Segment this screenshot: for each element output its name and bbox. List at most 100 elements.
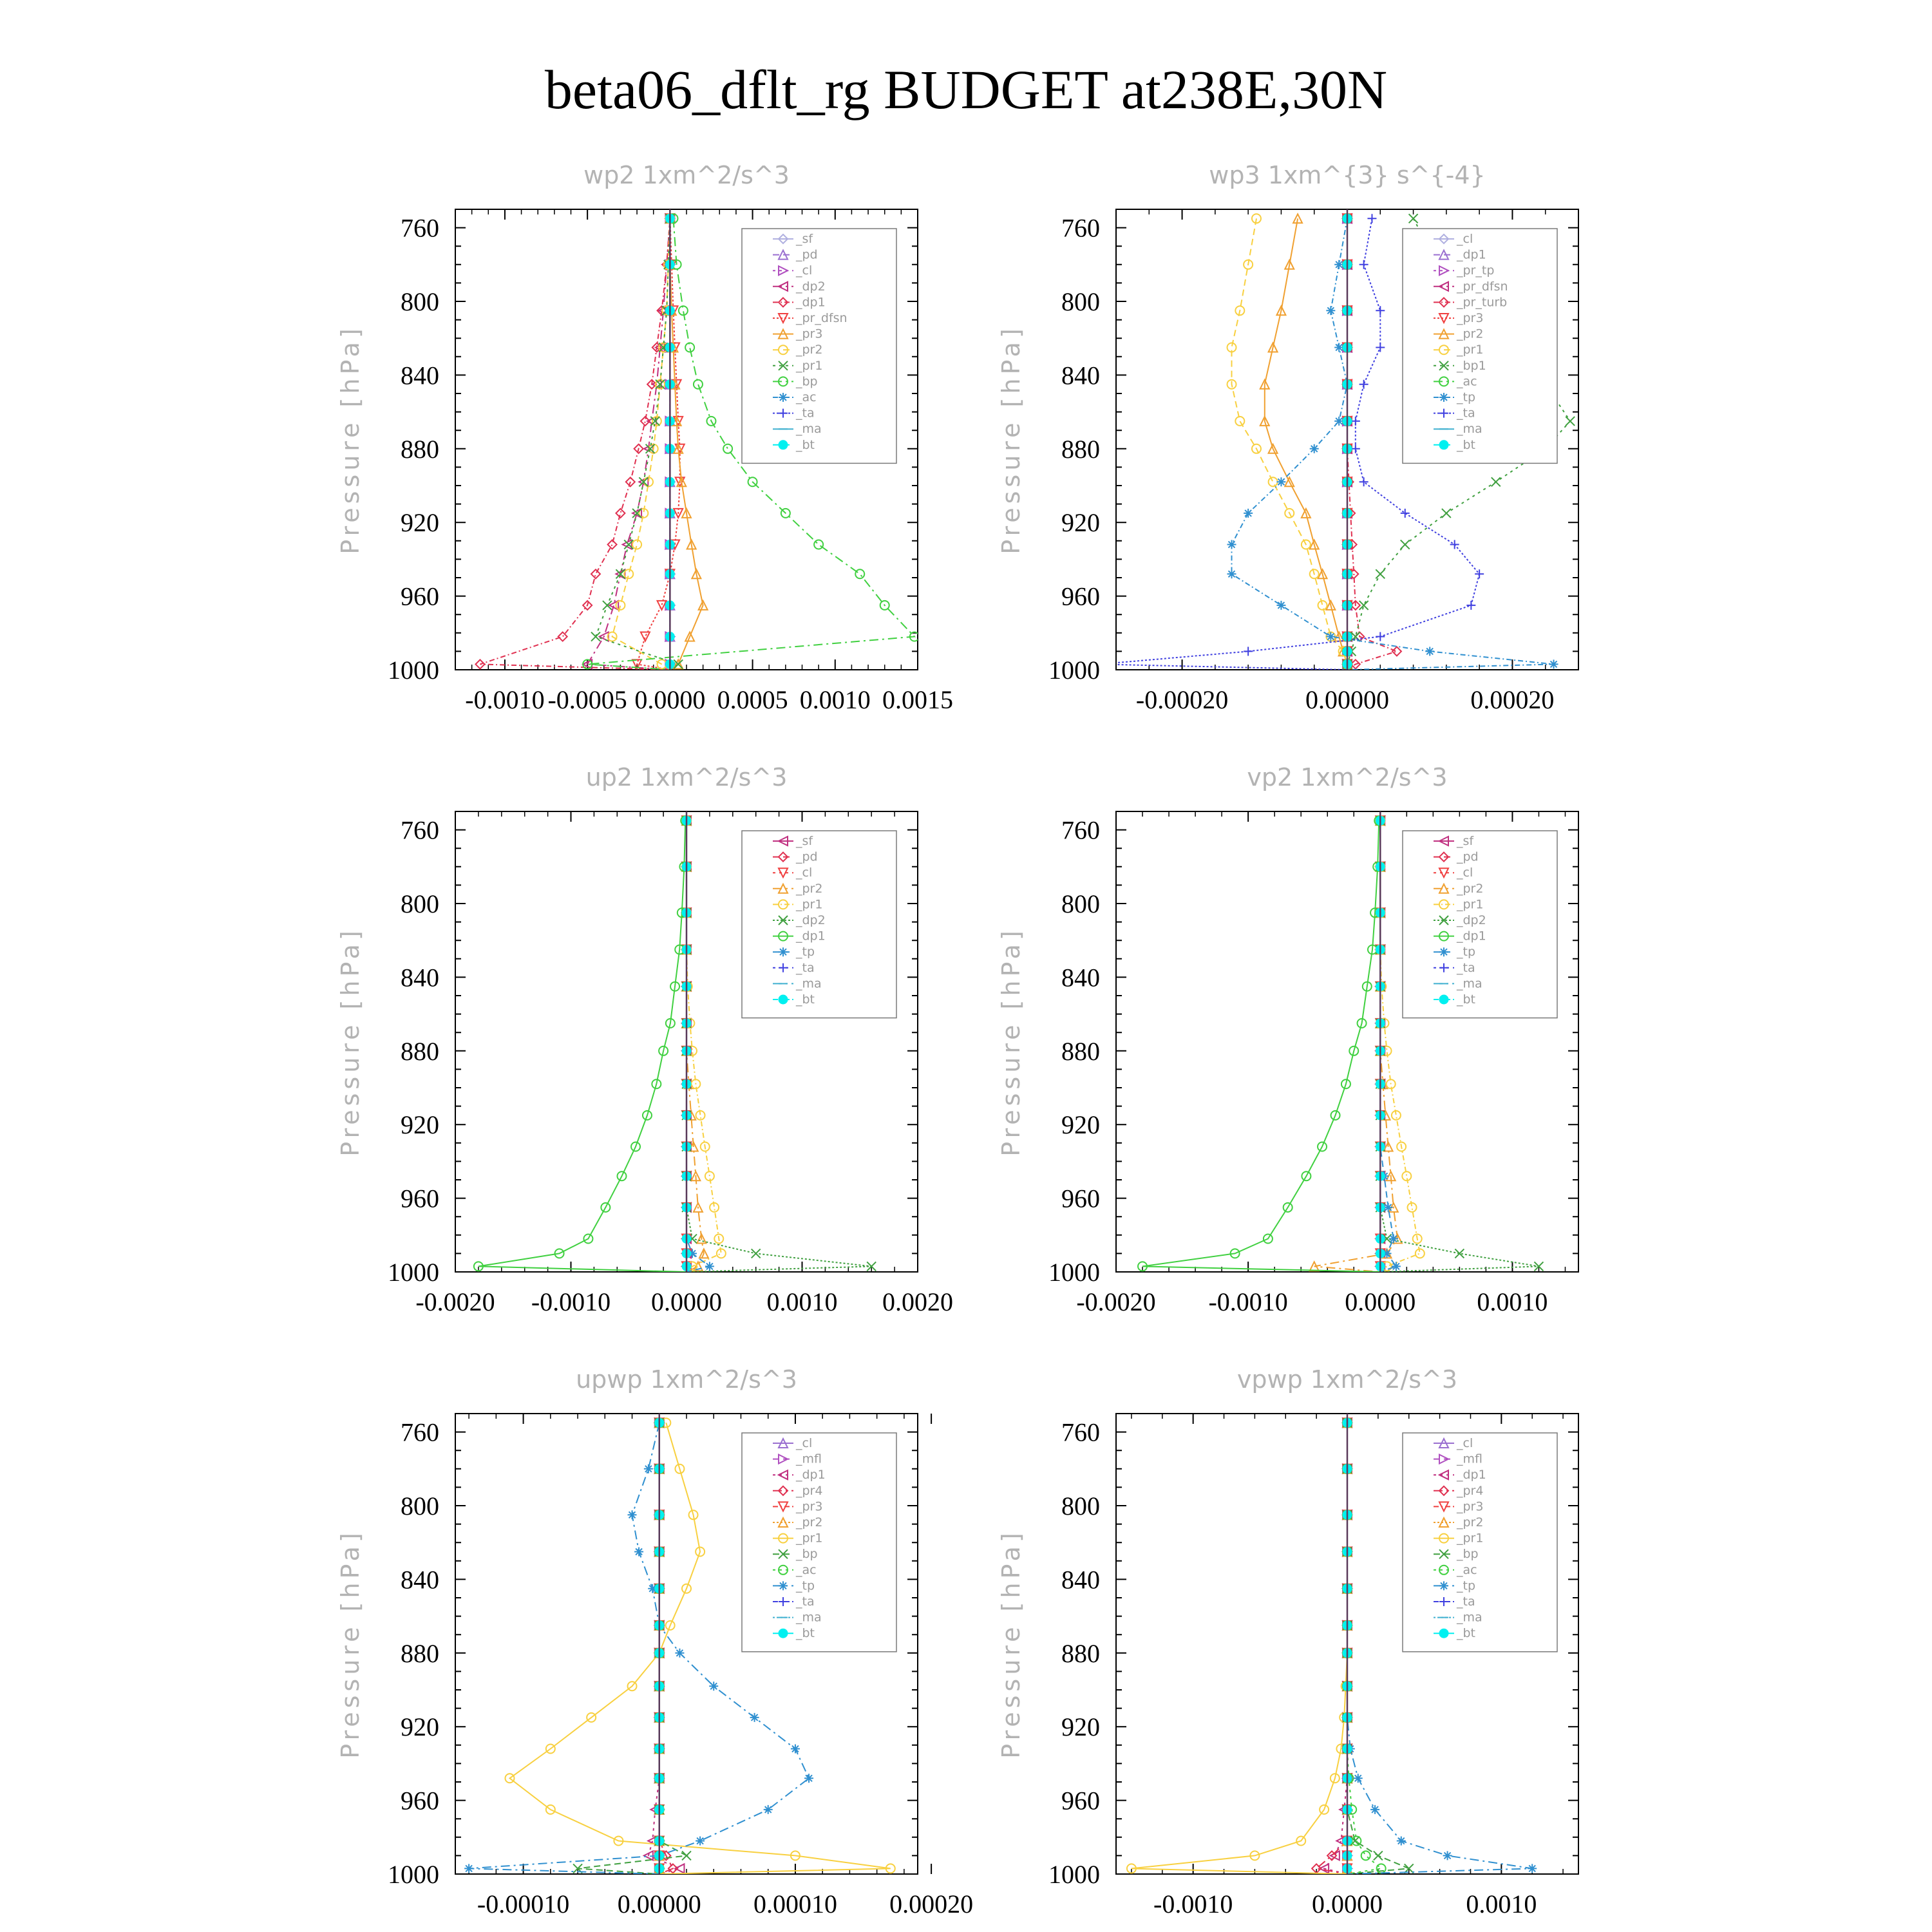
legend-box <box>741 830 897 1019</box>
data-point <box>658 1045 669 1056</box>
legend-marker <box>778 376 788 387</box>
data-point <box>699 1141 710 1152</box>
x-tick-label: 0.00000 <box>1305 685 1389 714</box>
series-line-pr1 <box>508 1423 891 1874</box>
legend-entry: _bt <box>795 992 815 1007</box>
panel-1: wp3 1xm^{3} s^{-4} Pressure [hPa] 760 800 84… <box>997 161 1579 714</box>
data-point <box>684 630 696 642</box>
legend-entry: _ac <box>1456 1563 1477 1577</box>
data-point <box>1283 258 1295 270</box>
legend-marker <box>778 265 790 276</box>
legend-entry: _pr_dfsn <box>1456 279 1508 294</box>
panel-title: up2 1xm^2/s^3 <box>586 763 788 791</box>
series-line-pr1 <box>1231 218 1348 670</box>
data-point <box>1309 569 1320 580</box>
data-point <box>1259 415 1271 426</box>
legend-marker <box>1439 931 1449 942</box>
legend-entry: _bp <box>795 1547 818 1561</box>
data-point <box>677 305 688 316</box>
data-point <box>1396 1141 1407 1152</box>
legend-marker <box>1438 882 1450 894</box>
data-point <box>1317 1141 1328 1152</box>
legend-entry: _pr2 <box>795 343 822 357</box>
data-point <box>696 1233 707 1244</box>
series-layer <box>473 811 876 1272</box>
data-point <box>705 1262 714 1271</box>
data-point <box>598 630 609 643</box>
data-point <box>1359 260 1368 269</box>
data-point <box>673 659 683 670</box>
legend-entry: _pr_dfsn <box>795 311 848 325</box>
data-point <box>625 476 636 488</box>
data-point <box>633 443 645 455</box>
legend-entry: _ta <box>1456 406 1475 421</box>
data-point <box>780 507 791 518</box>
panel-title: vp2 1xm^2/s^3 <box>1247 763 1447 791</box>
data-point <box>1326 1850 1338 1861</box>
y-tick-label: 960 <box>1061 1184 1100 1213</box>
data-point <box>1318 1862 1330 1874</box>
legend-entry: _tp <box>1456 390 1475 404</box>
legend-marker <box>778 361 788 371</box>
data-point <box>554 1248 565 1259</box>
x-tick-label: -0.0020 <box>1076 1287 1155 1316</box>
data-point <box>1284 507 1295 518</box>
legend-entry: _cl <box>795 1436 812 1450</box>
data-point <box>1361 981 1372 992</box>
legend-entry: _dp1 <box>795 295 826 309</box>
data-point <box>632 508 642 518</box>
data-point <box>695 1546 706 1557</box>
data-point <box>667 1863 679 1874</box>
data-point <box>1300 539 1311 550</box>
data-point <box>714 1233 724 1244</box>
series-layer <box>1116 209 1575 670</box>
panel-title: wp2 1xm^2/s^3 <box>583 161 790 189</box>
data-point <box>709 1202 720 1213</box>
legend-marker <box>779 947 788 957</box>
data-point <box>615 507 626 519</box>
legend-entry: _pr3 <box>1456 311 1483 325</box>
legend-entry: _ma <box>795 976 822 990</box>
series-line-pr1 <box>1131 1423 1348 1874</box>
data-point <box>638 477 649 487</box>
legend-marker <box>1438 1485 1450 1497</box>
data-point <box>670 981 681 992</box>
data-point <box>1376 306 1385 316</box>
data-point <box>866 1261 876 1272</box>
data-point <box>1276 477 1286 487</box>
legend-marker <box>1439 361 1449 371</box>
legend-marker <box>1439 899 1449 910</box>
y-axis-label: Pressure [hPa] <box>997 325 1025 554</box>
legend-marker <box>778 1628 788 1638</box>
y-tick-label: 960 <box>401 1786 439 1815</box>
y-tick-label: 920 <box>401 1712 439 1741</box>
y-tick-label: 800 <box>1061 287 1100 316</box>
series-line-tp <box>1231 218 1554 670</box>
legend-entry: _ma <box>795 422 822 436</box>
data-point <box>590 568 601 580</box>
data-point <box>1533 1261 1544 1272</box>
legend-entry: _ta <box>795 406 815 421</box>
legend-marker <box>1439 440 1449 450</box>
legend-marker <box>1437 1469 1449 1481</box>
series-line-pr2 <box>611 218 671 670</box>
y-tick-label: 760 <box>401 214 439 243</box>
data-point <box>607 539 618 550</box>
data-point <box>704 1171 715 1182</box>
legend-marker <box>1438 851 1450 863</box>
data-point <box>1235 415 1245 426</box>
legend-entry: _tp <box>1456 945 1475 959</box>
legend-marker <box>778 345 788 355</box>
data-point <box>790 1744 800 1754</box>
legend-entry: _pd <box>795 248 818 262</box>
legend-entry: _tp <box>1456 1578 1475 1593</box>
data-point <box>1226 379 1237 390</box>
legend-marker <box>1439 376 1449 387</box>
series-line-dp1 <box>480 218 671 670</box>
data-point <box>504 1773 515 1784</box>
legend-marker <box>778 1549 788 1559</box>
y-tick-label: 960 <box>1061 1786 1100 1815</box>
legend-marker <box>1438 1437 1450 1448</box>
data-point <box>1350 416 1360 426</box>
y-axis-label: Pressure [hPa] <box>997 927 1025 1157</box>
